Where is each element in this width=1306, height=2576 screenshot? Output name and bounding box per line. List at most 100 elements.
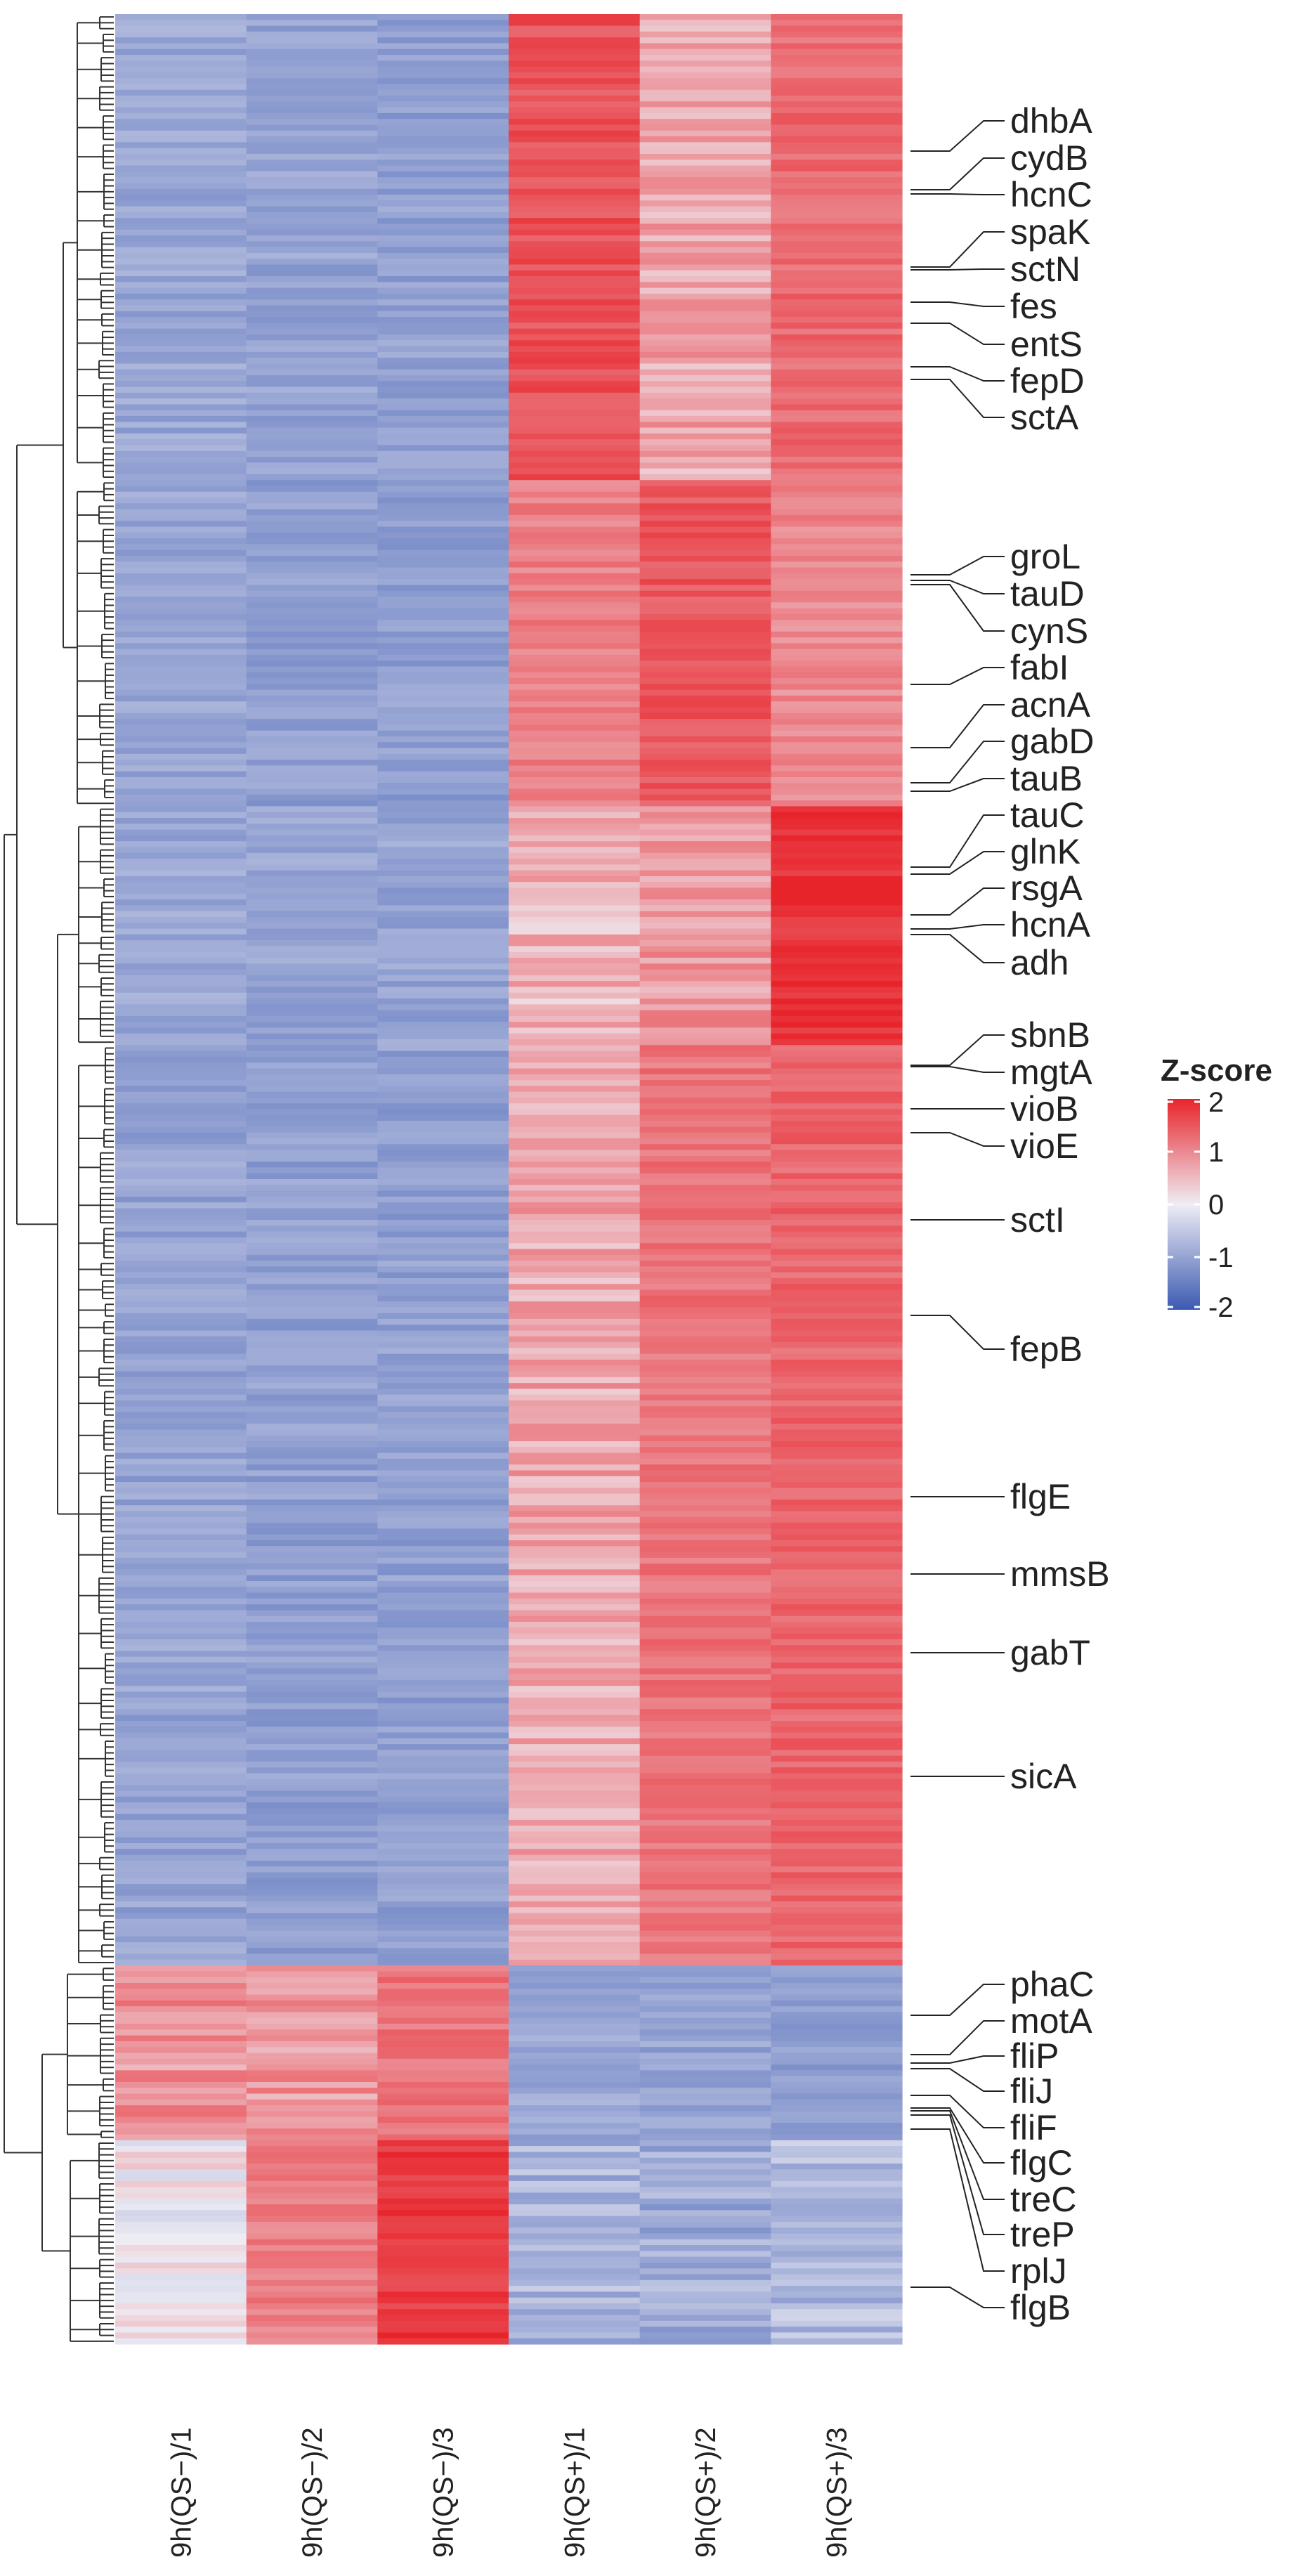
heatmap-row bbox=[115, 538, 903, 545]
gene-label-cynS: cynS bbox=[910, 584, 1088, 651]
heatmap-cell bbox=[377, 1214, 509, 1221]
heatmap-cell bbox=[771, 730, 903, 737]
heatmap-cell bbox=[246, 923, 378, 930]
heatmap-cell bbox=[377, 1849, 509, 1856]
heatmap-cell bbox=[771, 2245, 903, 2251]
heatmap-cell bbox=[509, 2198, 641, 2205]
heatmap-cell bbox=[377, 2076, 509, 2083]
heatmap-cell bbox=[509, 363, 641, 370]
heatmap-cell bbox=[115, 340, 247, 347]
heatmap-cell bbox=[639, 107, 771, 114]
heatmap-row bbox=[115, 957, 903, 964]
heatmap-cell bbox=[771, 1755, 903, 1762]
heatmap-cell bbox=[639, 765, 771, 772]
heatmap-row bbox=[115, 1697, 903, 1704]
heatmap-cell bbox=[115, 829, 247, 836]
heatmap-cell bbox=[771, 2116, 903, 2123]
heatmap-cell bbox=[377, 1015, 509, 1022]
heatmap-cell bbox=[377, 1971, 509, 1978]
heatmap-row bbox=[115, 1208, 903, 1215]
heatmap-cell bbox=[246, 427, 378, 434]
heatmap-cell bbox=[246, 544, 378, 551]
heatmap-cell bbox=[639, 1790, 771, 1797]
heatmap-cell bbox=[377, 416, 509, 422]
heatmap-cell bbox=[509, 585, 641, 592]
heatmap-cell bbox=[115, 835, 247, 842]
heatmap-cell bbox=[771, 235, 903, 242]
heatmap-cell bbox=[377, 1307, 509, 1314]
heatmap-cell bbox=[377, 1348, 509, 1355]
heatmap-cell bbox=[115, 1155, 247, 1162]
heatmap-cell bbox=[377, 783, 509, 790]
heatmap-cell bbox=[639, 1033, 771, 1040]
heatmap-cell bbox=[246, 20, 378, 27]
heatmap-cell bbox=[771, 1470, 903, 1477]
heatmap-cell bbox=[771, 963, 903, 970]
heatmap-cell bbox=[377, 1953, 509, 1960]
heatmap-cell bbox=[771, 328, 903, 335]
heatmap-cell bbox=[246, 1027, 378, 1034]
heatmap-cell bbox=[771, 270, 903, 277]
heatmap-row bbox=[115, 2058, 903, 2065]
heatmap-cell bbox=[377, 497, 509, 504]
gene-label-gabD: gabD bbox=[910, 722, 1095, 783]
heatmap-cell bbox=[246, 992, 378, 999]
heatmap-cell bbox=[509, 462, 641, 469]
heatmap-cell bbox=[771, 43, 903, 50]
leader-line bbox=[910, 2114, 1005, 2235]
heatmap-cell bbox=[639, 1679, 771, 1686]
heatmap-cell bbox=[115, 1983, 247, 1989]
heatmap-cell bbox=[377, 1121, 509, 1127]
heatmap-cell bbox=[115, 60, 247, 67]
heatmap-cell bbox=[771, 2192, 903, 2199]
heatmap-cell bbox=[115, 206, 247, 213]
heatmap-cell bbox=[115, 2309, 247, 2316]
heatmap-cell bbox=[639, 1814, 771, 1821]
heatmap-cell bbox=[246, 1482, 378, 1488]
heatmap-row bbox=[115, 346, 903, 353]
heatmap-cell bbox=[509, 538, 641, 545]
gene-name: vioB bbox=[1010, 1089, 1078, 1128]
heatmap-row bbox=[115, 1196, 903, 1203]
heatmap-cell bbox=[771, 2122, 903, 2129]
heatmap-row bbox=[115, 631, 903, 638]
heatmap-cell bbox=[771, 998, 903, 1005]
heatmap-cell bbox=[115, 800, 247, 807]
heatmap-cell bbox=[246, 31, 378, 38]
heatmap-cell bbox=[509, 317, 641, 323]
heatmap-cell bbox=[115, 1243, 247, 1250]
heatmap-cell bbox=[639, 2029, 771, 2036]
heatmap-cell bbox=[771, 439, 903, 446]
heatmap-cell bbox=[509, 1854, 641, 1861]
heatmap-cell bbox=[115, 2332, 247, 2339]
heatmap-cell bbox=[115, 1482, 247, 1488]
heatmap-cell bbox=[246, 1452, 378, 1459]
heatmap-cell bbox=[377, 841, 509, 848]
heatmap-cell bbox=[771, 340, 903, 347]
heatmap-row bbox=[115, 1767, 903, 1774]
heatmap-cell bbox=[771, 1144, 903, 1151]
heatmap-cell bbox=[509, 1790, 641, 1797]
heatmap-cell bbox=[639, 2256, 771, 2263]
heatmap-cell bbox=[377, 2017, 509, 2024]
heatmap-cell bbox=[639, 2070, 771, 2077]
heatmap-cell bbox=[771, 661, 903, 668]
heatmap-cell bbox=[509, 1971, 641, 1978]
heatmap-cell bbox=[377, 1977, 509, 1984]
heatmap-cell bbox=[115, 2180, 247, 2187]
heatmap-row bbox=[115, 1755, 903, 1762]
heatmap-cell bbox=[771, 1231, 903, 1238]
heatmap-cell bbox=[246, 1091, 378, 1098]
heatmap-cell bbox=[115, 1289, 247, 1296]
heatmap-cell bbox=[509, 841, 641, 848]
heatmap-cell bbox=[115, 2204, 247, 2211]
heatmap-cell bbox=[639, 43, 771, 50]
heatmap-cell bbox=[246, 2256, 378, 2263]
heatmap-cell bbox=[246, 2047, 378, 2054]
heatmap-row bbox=[115, 427, 903, 434]
heatmap-cell bbox=[771, 14, 903, 20]
heatmap-cell bbox=[771, 1516, 903, 1523]
heatmap-cell bbox=[509, 1860, 641, 1867]
heatmap-cell bbox=[771, 567, 903, 574]
heatmap-cell bbox=[377, 1808, 509, 1815]
